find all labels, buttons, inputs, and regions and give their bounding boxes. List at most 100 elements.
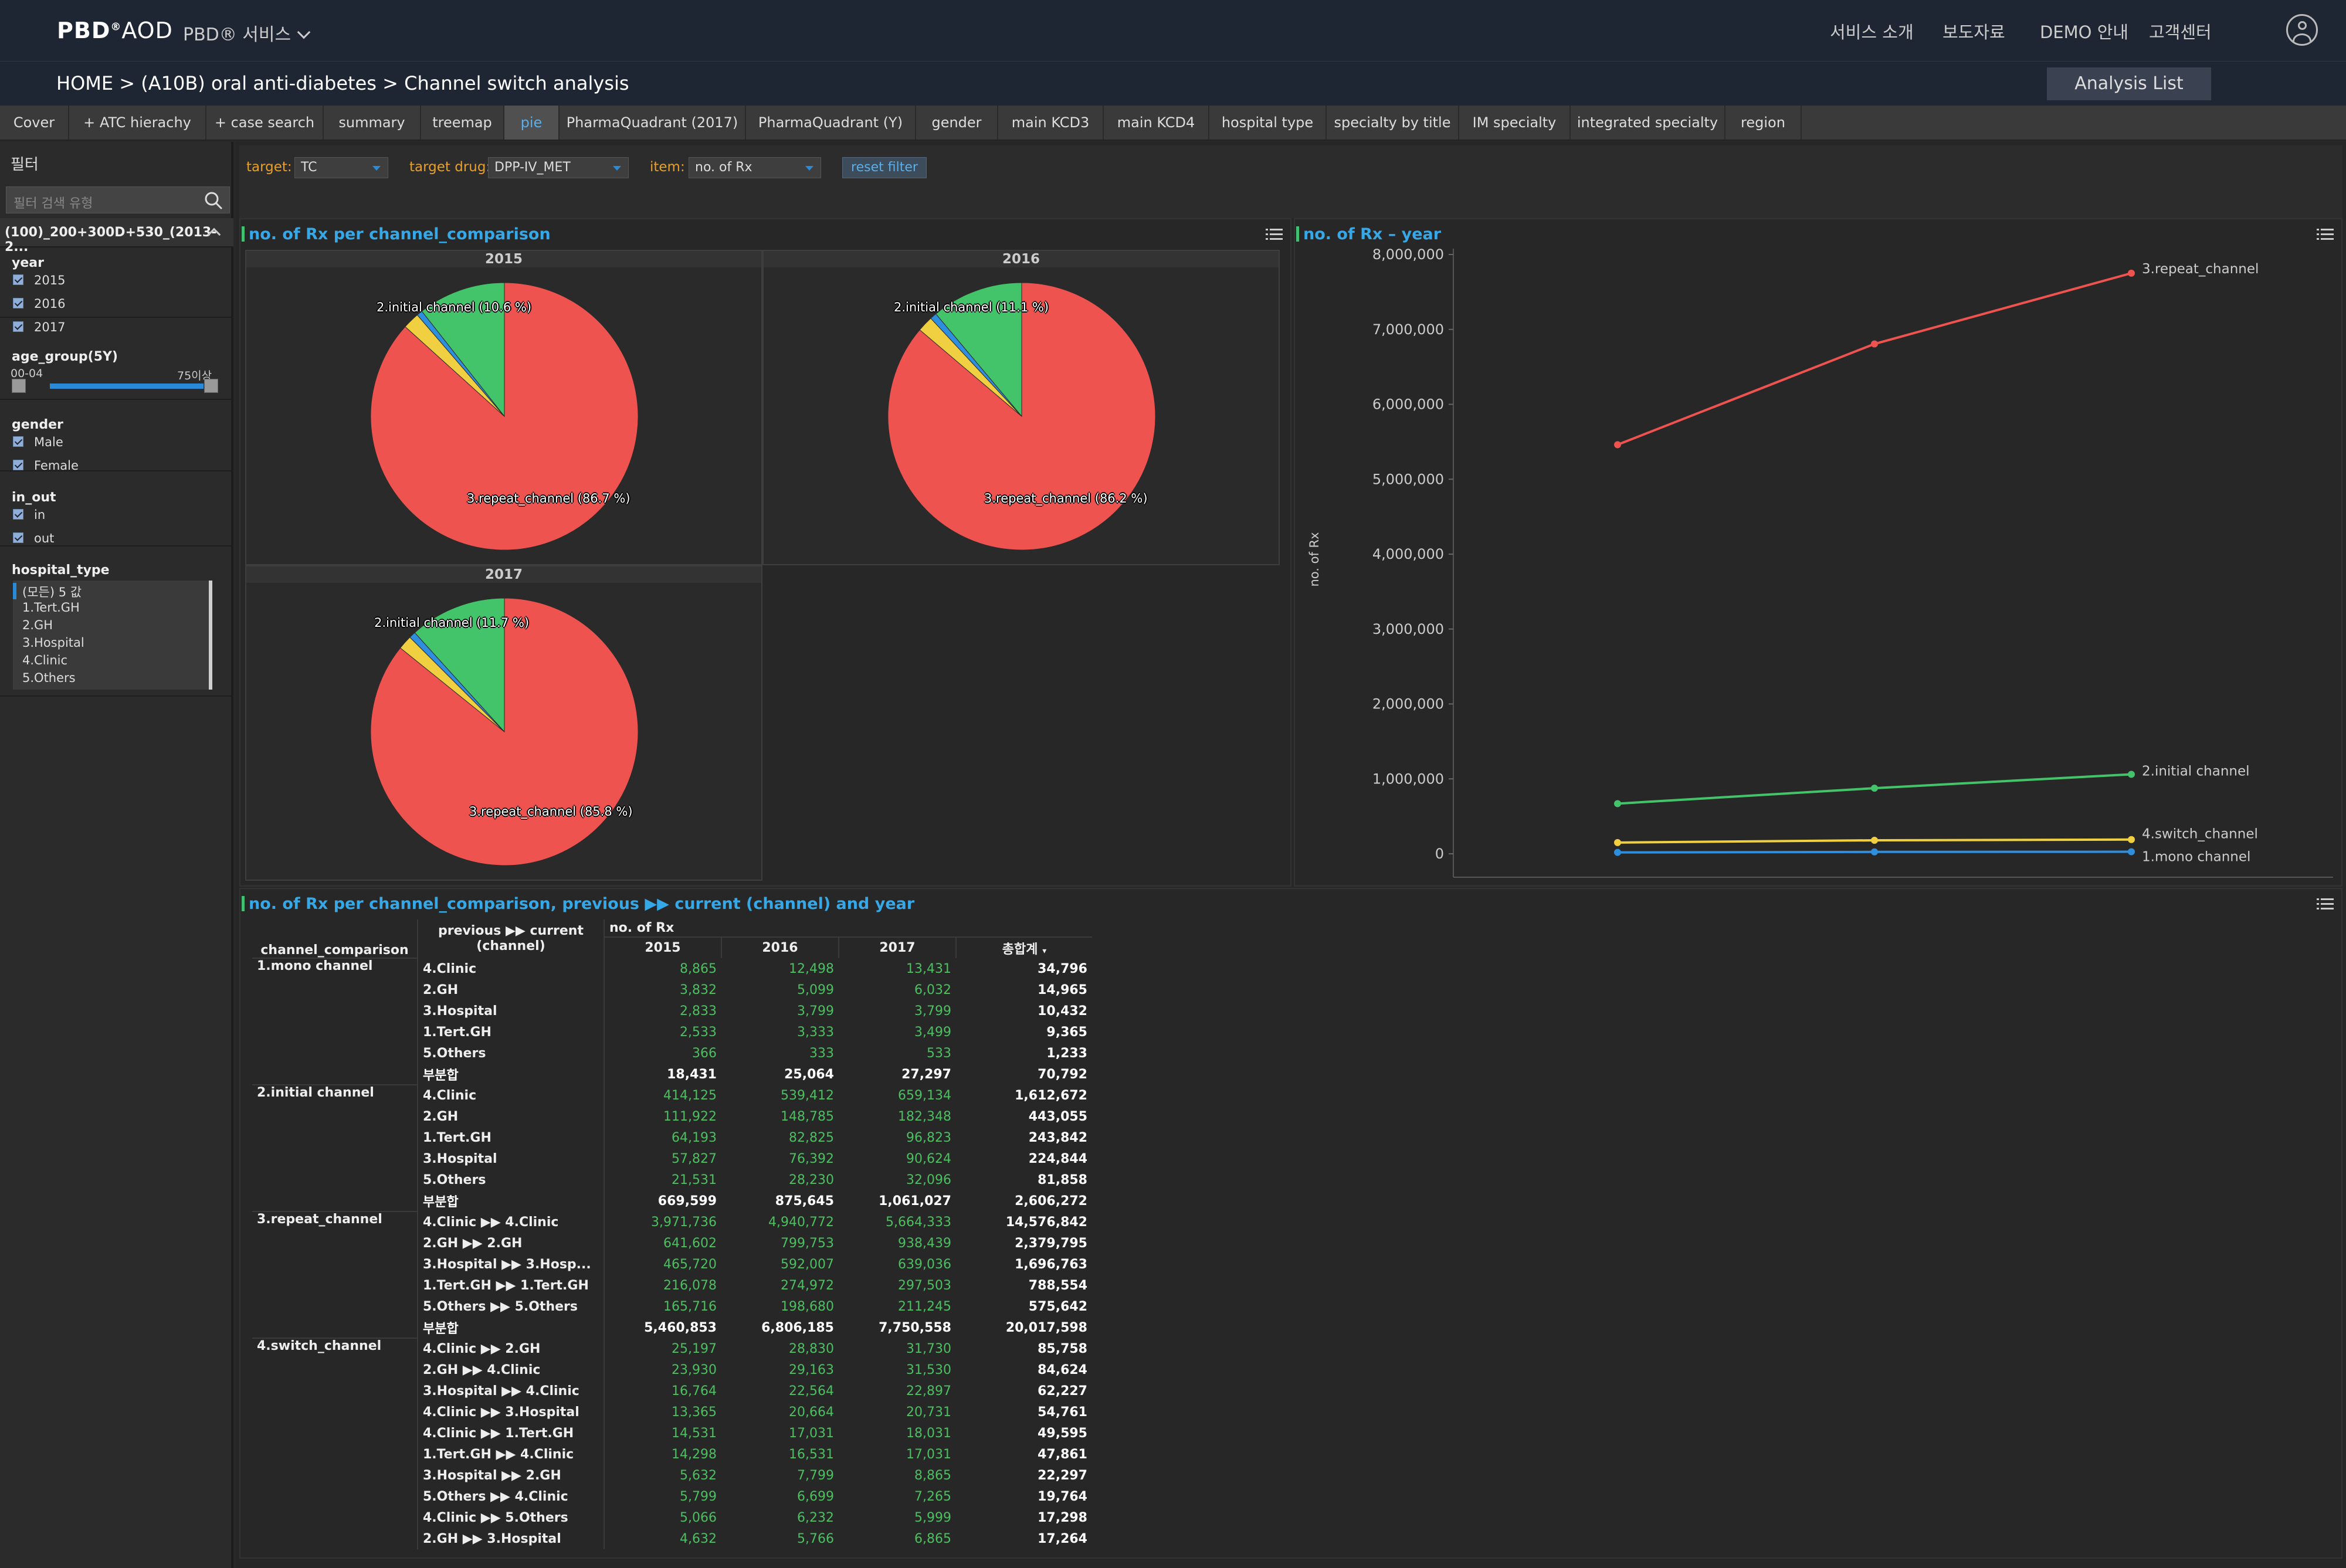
age-slider-track[interactable]: [50, 383, 204, 389]
inout-out-checkbox[interactable]: [13, 532, 23, 543]
user-icon[interactable]: [2286, 14, 2318, 46]
table-row[interactable]: 1.mono channel 4.Clinic 8,865 12,498 13,431 3…: [252, 958, 1092, 1085]
gender-female-checkbox[interactable]: [13, 460, 23, 470]
table-row[interactable]: 2.GH ▶▶ 3.Hospital 4,632 5,766 6,865 17,264: [252, 1528, 1092, 1549]
table-row[interactable]: 3.Hospital 2,833 3,799 3,799 10,432: [252, 1000, 1092, 1021]
tab-main-kcd3[interactable]: main KCD3: [998, 106, 1104, 140]
table-row[interactable]: 1.Tert.GH 64,193 82,825 96,823 243,842: [252, 1127, 1092, 1148]
age-slider-min-handle[interactable]: [12, 379, 26, 393]
item-select[interactable]: no. of Rx: [689, 157, 821, 178]
table-row[interactable]: 3.Hospital ▶▶ 4.Clinic 16,764 22,564 22,897…: [252, 1380, 1092, 1401]
table-row[interactable]: 2.GH 3,832 5,099 6,032 14,965: [252, 979, 1092, 1000]
data-point[interactable]: [2128, 269, 2135, 277]
data-point[interactable]: [2128, 848, 2135, 856]
subtotal-row[interactable]: 부분합 669,599 875,645 1,061,027 2,606,272: [252, 1190, 1092, 1211]
table-row[interactable]: 1.Tert.GH ▶▶ 4.Clinic 14,298 16,531 17,031 4…: [252, 1444, 1092, 1465]
table-row[interactable]: 4.Clinic ▶▶ 1.Tert.GH 14,531 17,031 18,031 4…: [252, 1423, 1092, 1444]
table-row[interactable]: 3.Hospital ▶▶ 2.GH 5,632 7,799 8,865 22,297: [252, 1465, 1092, 1486]
menu-icon[interactable]: [1266, 228, 1283, 242]
tab-integrated-specialty[interactable]: integrated specialty: [1571, 106, 1725, 140]
data-point[interactable]: [1871, 837, 1878, 844]
search-icon[interactable]: [204, 191, 223, 211]
pie-slice---initial-channel[interactable]: [935, 282, 1022, 418]
tab-pie[interactable]: pie: [504, 106, 560, 140]
filter-search-input[interactable]: 필터 검색 유형: [6, 186, 230, 213]
data-point[interactable]: [1871, 340, 1878, 348]
data-point[interactable]: [1871, 848, 1878, 856]
col-header-total[interactable]: 총합계 ▾: [956, 936, 1092, 958]
table-row[interactable]: 2.initial channel 4.Clinic 414,125 539,412 6…: [252, 1084, 1092, 1211]
nav-press[interactable]: 보도자료: [1942, 22, 2005, 42]
tab-main-kcd4[interactable]: main KCD4: [1104, 106, 1209, 140]
tab-atc-hierarchy[interactable]: + ATC hierachy: [69, 106, 206, 140]
pie-slice---mono-channel[interactable]: [416, 311, 505, 417]
reset-filter-button[interactable]: reset filter: [842, 157, 927, 178]
table-row[interactable]: 5.Others ▶▶ 5.Others 165,716 198,680 211,24…: [252, 1296, 1092, 1317]
filter-set-header[interactable]: (100)_200+300D+530_(2013-2...: [0, 218, 233, 254]
menu-icon[interactable]: [2317, 228, 2334, 242]
tab-im-specialty[interactable]: IM specialty: [1459, 106, 1571, 140]
tab-treemap[interactable]: treemap: [421, 106, 504, 140]
tab-region[interactable]: region: [1725, 106, 1802, 140]
tab-case-search[interactable]: + case search: [206, 106, 324, 140]
subtotal-row[interactable]: 부분합 18,431 25,064 27,297 70,792: [252, 1064, 1092, 1085]
tab-pharmaquadrant-2017[interactable]: PharmaQuadrant (2017): [560, 106, 746, 140]
pie-slice---mono-channel[interactable]: [409, 632, 505, 732]
data-point[interactable]: [1614, 441, 1621, 449]
inout-in-checkbox[interactable]: [13, 509, 23, 520]
service-menu[interactable]: PBD® 서비스: [183, 20, 311, 46]
age-slider-max-handle[interactable]: [204, 379, 218, 393]
pie-slice---repeat-channel[interactable]: [887, 282, 1156, 551]
pie-slice---initial-channel[interactable]: [421, 282, 505, 418]
table-row[interactable]: 5.Others ▶▶ 4.Clinic 5,799 6,699 7,265 19,76…: [252, 1486, 1092, 1507]
data-point[interactable]: [1614, 849, 1621, 856]
tab-specialty-by-title[interactable]: specialty by title: [1327, 106, 1459, 140]
table-row[interactable]: 4.switch_channel 4.Clinic ▶▶ 2.GH 25,197 28…: [252, 1338, 1092, 1549]
hosp-item-hospital[interactable]: 3.Hospital: [22, 636, 84, 650]
tab-pharmaquadrant-y[interactable]: PharmaQuadrant (Y): [746, 106, 916, 140]
table-row[interactable]: 3.repeat_channel 4.Clinic ▶▶ 4.Clinic 3,97…: [252, 1211, 1092, 1338]
analysis-list-button[interactable]: Analysis List: [2047, 67, 2211, 100]
series-line---repeat-channel[interactable]: [1617, 271, 2132, 446]
table-row[interactable]: 2.GH ▶▶ 2.GH 641,602 799,753 938,439 2,379,7…: [252, 1233, 1092, 1254]
table-row[interactable]: 3.Hospital 57,827 76,392 90,624 224,844: [252, 1148, 1092, 1169]
tab-hospital-type[interactable]: hospital type: [1209, 106, 1327, 140]
data-point[interactable]: [1871, 785, 1878, 792]
year-2017-checkbox[interactable]: [13, 321, 23, 332]
table-row[interactable]: 2.GH 111,922 148,785 182,348 443,055: [252, 1106, 1092, 1127]
year-2015-checkbox[interactable]: [13, 274, 23, 285]
hosp-item-others[interactable]: 5.Others: [22, 671, 76, 685]
table-row[interactable]: 1.Tert.GH ▶▶ 1.Tert.GH 216,078 274,972 297,…: [252, 1275, 1092, 1296]
gender-male-checkbox[interactable]: [13, 436, 23, 447]
nav-about[interactable]: 서비스 소개: [1830, 22, 1914, 42]
table-row[interactable]: 4.Clinic ▶▶ 3.Hospital 13,365 20,664 20,731…: [252, 1401, 1092, 1423]
pie-slice---initial-channel[interactable]: [414, 598, 505, 733]
pie-slice---mono-channel[interactable]: [930, 313, 1022, 417]
table-row[interactable]: 2.GH ▶▶ 4.Clinic 23,930 29,163 31,530 84,624: [252, 1359, 1092, 1380]
target-drug-select[interactable]: DPP-IV_MET: [488, 157, 629, 178]
sort-icon[interactable]: ▾: [1042, 946, 1047, 956]
hosp-item-all[interactable]: (모든) 5 값: [22, 585, 82, 599]
hosp-item-gh[interactable]: 2.GH: [22, 618, 53, 632]
data-point[interactable]: [1614, 800, 1621, 807]
target-select[interactable]: TC: [294, 157, 388, 178]
nav-support[interactable]: 고객센터: [2149, 22, 2212, 42]
data-point[interactable]: [2128, 836, 2135, 843]
nav-demo[interactable]: DEMO 안내: [2040, 22, 2129, 42]
logo[interactable]: PBD®AOD: [57, 18, 173, 43]
table-row[interactable]: 3.Hospital ▶▶ 3.Hosp... 465,720 592,007 639…: [252, 1254, 1092, 1275]
table-row[interactable]: 5.Others 21,531 28,230 32,096 81,858: [252, 1169, 1092, 1190]
year-2016-checkbox[interactable]: [13, 298, 23, 308]
tab-gender[interactable]: gender: [916, 106, 998, 140]
hosp-item-clinic[interactable]: 4.Clinic: [22, 653, 68, 667]
hospital-type-list[interactable]: (모든) 5 값 1.Tert.GH 2.GH 3.Hospital 4.Cli…: [13, 581, 212, 690]
table-row[interactable]: 5.Others 366 333 533 1,233: [252, 1043, 1092, 1064]
tab-summary[interactable]: summary: [324, 106, 421, 140]
table-row[interactable]: 4.Clinic ▶▶ 5.Others 5,066 6,232 5,999 17,29…: [252, 1507, 1092, 1528]
hosp-item-tert-gh[interactable]: 1.Tert.GH: [22, 600, 80, 615]
menu-icon[interactable]: [2317, 897, 2334, 911]
subtotal-row[interactable]: 부분합 5,460,853 6,806,185 7,750,558 20,017,598: [252, 1317, 1092, 1338]
data-point[interactable]: [1614, 839, 1621, 846]
table-row[interactable]: 1.Tert.GH 2,533 3,333 3,499 9,365: [252, 1021, 1092, 1043]
tab-cover[interactable]: Cover: [0, 106, 69, 140]
